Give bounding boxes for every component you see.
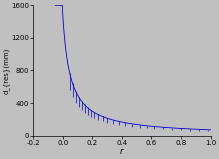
Y-axis label: d_{res}(mm): d_{res}(mm): [3, 47, 10, 94]
X-axis label: r: r: [120, 147, 124, 156]
